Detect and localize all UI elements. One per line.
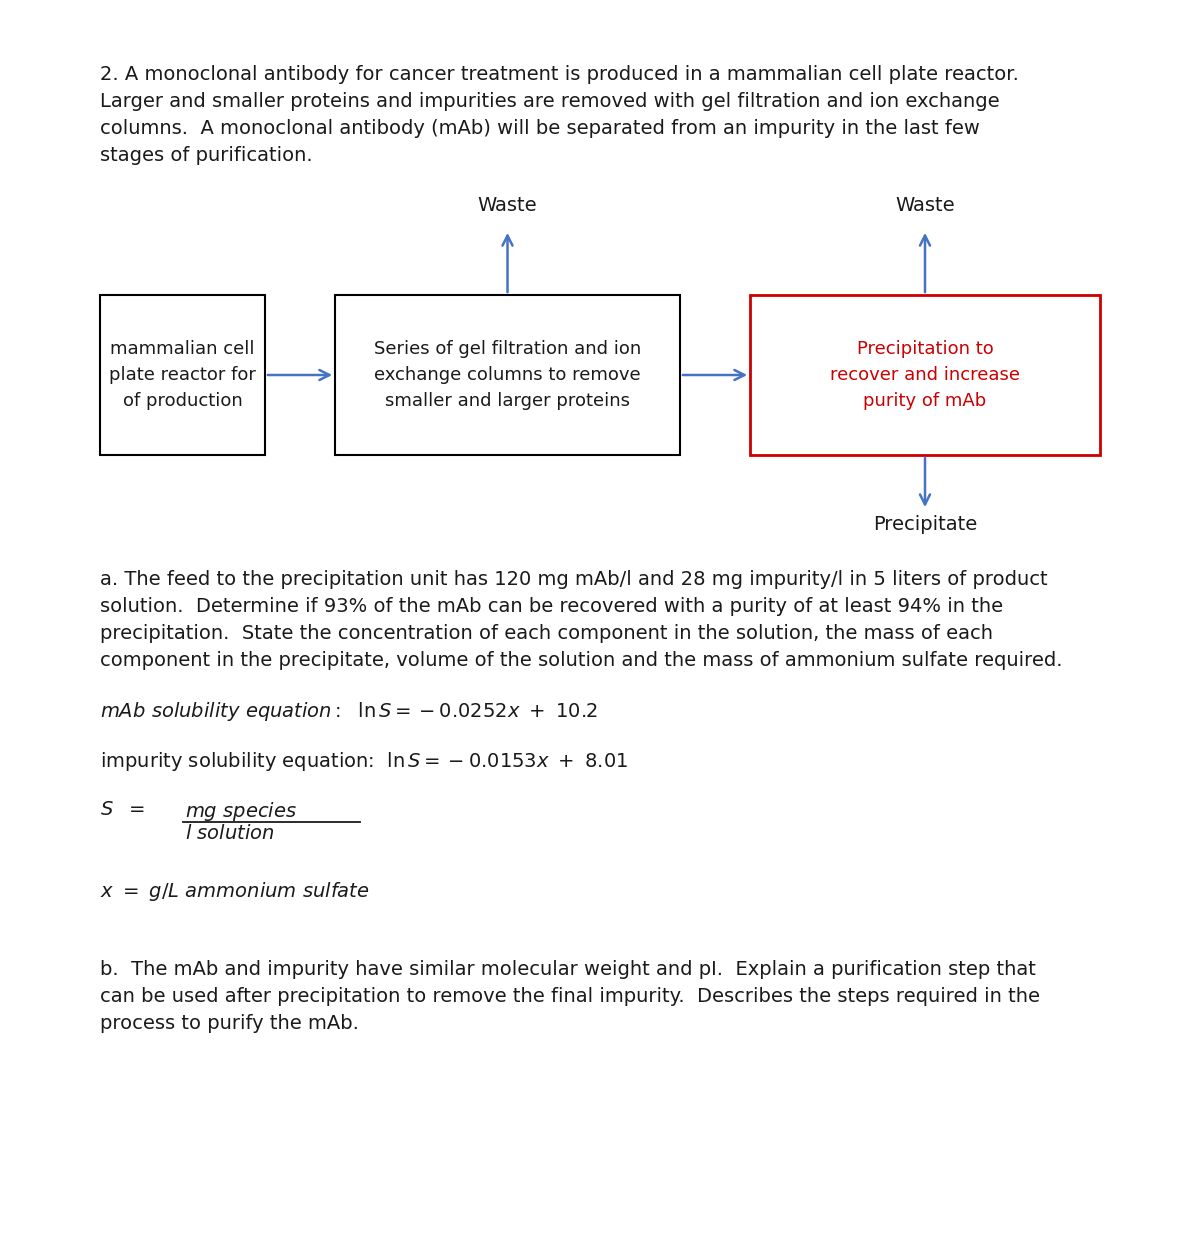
Text: Waste: Waste: [478, 196, 538, 215]
Bar: [335, 295, 680, 455]
Text: $\mathit{l\ solution}$: $\mathit{l\ solution}$: [185, 825, 275, 843]
Text: solution.  Determine if 93% of the mAb can be recovered with a purity of at leas: solution. Determine if 93% of the mAb ca…: [100, 596, 1003, 616]
Text: process to purify the mAb.: process to purify the mAb.: [100, 1014, 359, 1033]
Text: can be used after precipitation to remove the final impurity.  Describes the ste: can be used after precipitation to remov…: [100, 987, 1040, 1006]
Text: $\mathit{mAb\ solubility\ equation}$$\mathit{:}$  $\ln S = -0.0252x\ +\ 10.2$: $\mathit{mAb\ solubility\ equation}$$\ma…: [100, 701, 598, 723]
Text: mammalian cell
plate reactor for
of production: mammalian cell plate reactor for of prod…: [109, 340, 256, 410]
Text: Precipitate: Precipitate: [872, 515, 977, 534]
Text: impurity solubility equation:  $\ln S = -0.0153x\ +\ 8.01$: impurity solubility equation: $\ln S = -…: [100, 750, 628, 773]
Text: component in the precipitate, volume of the solution and the mass of ammonium su: component in the precipitate, volume of …: [100, 651, 1062, 670]
Text: Larger and smaller proteins and impurities are removed with gel filtration and i: Larger and smaller proteins and impuriti…: [100, 92, 1000, 112]
Text: a. The feed to the precipitation unit has 120 mg mAb/l and 28 mg impurity/l in 5: a. The feed to the precipitation unit ha…: [100, 570, 1048, 589]
Text: $\mathit{mg\ species}$: $\mathit{mg\ species}$: [185, 800, 298, 823]
Text: Series of gel filtration and ion
exchange columns to remove
smaller and larger p: Series of gel filtration and ion exchang…: [374, 340, 641, 410]
Bar: [750, 295, 1100, 455]
Text: $S\ \ =$: $S\ \ =$: [100, 800, 145, 818]
Bar: [100, 295, 265, 455]
Text: precipitation.  State the concentration of each component in the solution, the m: precipitation. State the concentration o…: [100, 624, 994, 644]
Text: 2. A monoclonal antibody for cancer treatment is produced in a mammalian cell pl: 2. A monoclonal antibody for cancer trea…: [100, 64, 1019, 84]
Text: columns.  A monoclonal antibody (mAb) will be separated from an impurity in the : columns. A monoclonal antibody (mAb) wil…: [100, 119, 980, 138]
Text: stages of purification.: stages of purification.: [100, 146, 313, 165]
Text: $\mathit{x\ =\ g/L\ ammonium\ sulfate}$: $\mathit{x\ =\ g/L\ ammonium\ sulfate}$: [100, 880, 370, 903]
Text: Waste: Waste: [895, 196, 955, 215]
Text: b.  The mAb and impurity have similar molecular weight and pI.  Explain a purifi: b. The mAb and impurity have similar mol…: [100, 960, 1036, 980]
Text: Precipitation to
recover and increase
purity of mAb: Precipitation to recover and increase pu…: [830, 340, 1020, 410]
